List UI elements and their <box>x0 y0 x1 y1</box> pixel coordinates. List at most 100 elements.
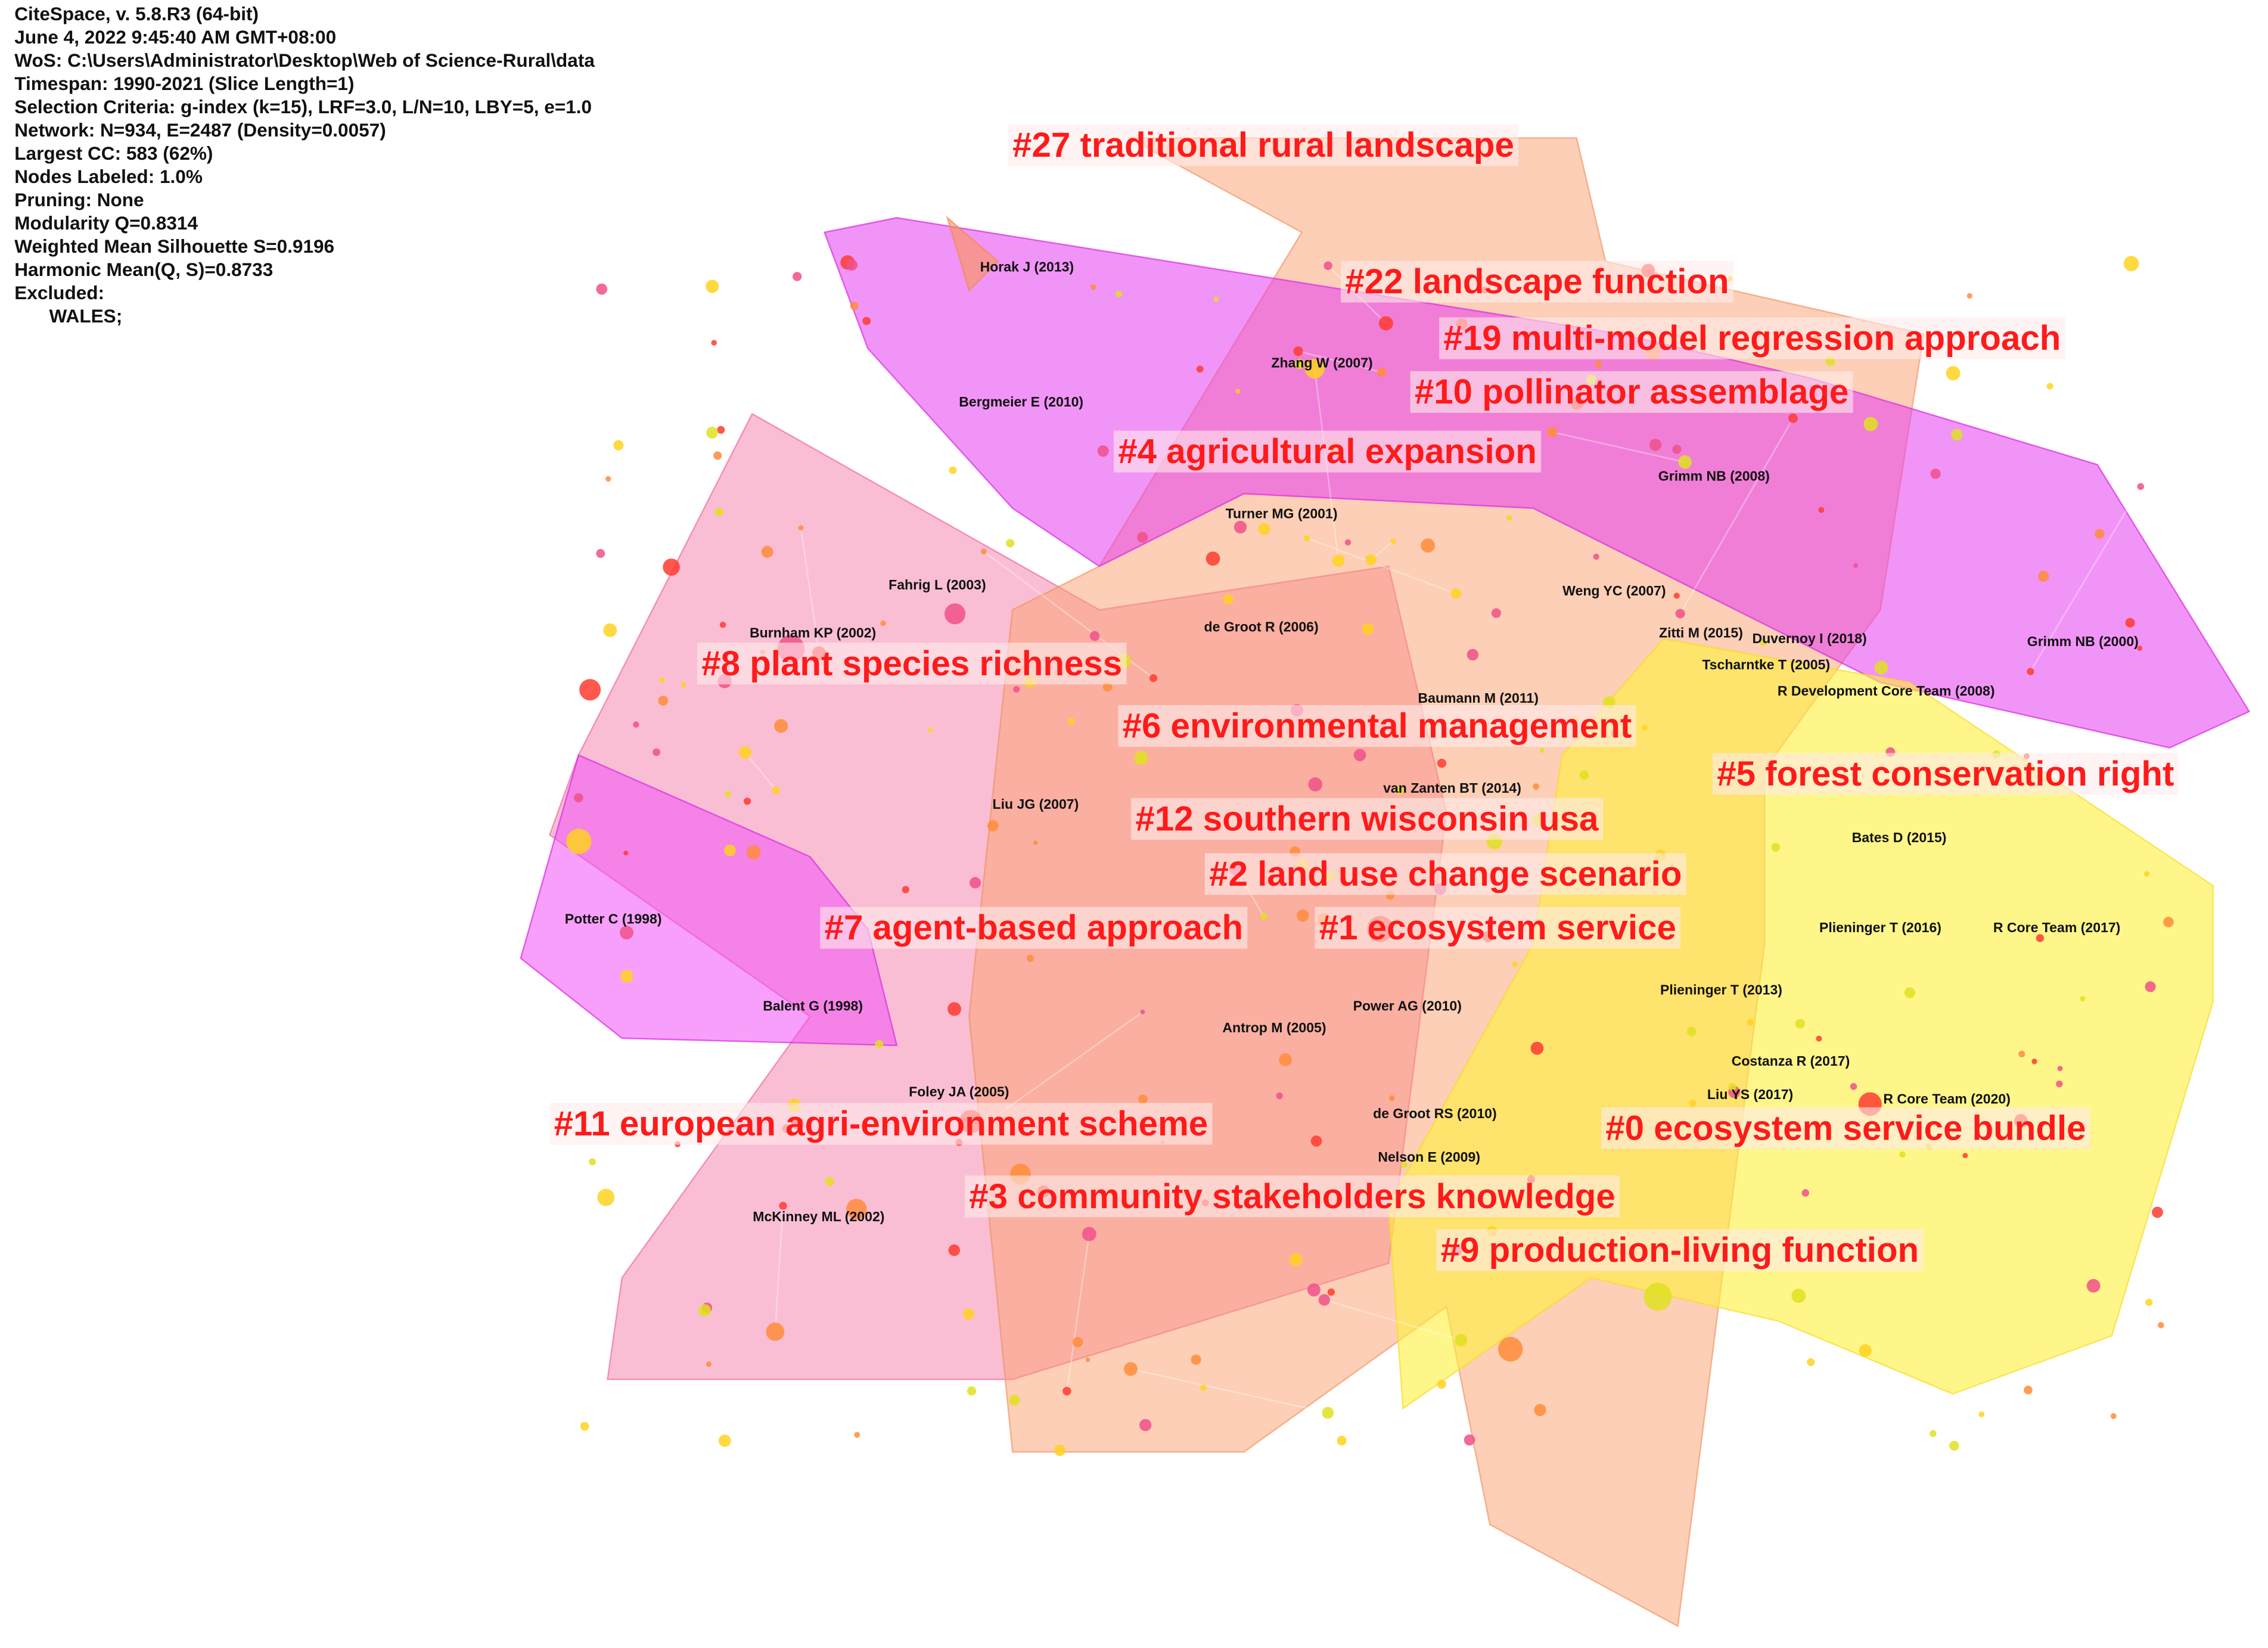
node-dot <box>793 272 802 281</box>
node-dot <box>1978 1411 1985 1417</box>
info-line: WALES; <box>49 305 123 327</box>
node-dot <box>1134 751 1148 765</box>
node-dot <box>1807 1358 1815 1366</box>
node-dot <box>1728 1083 1736 1091</box>
node-dot <box>1904 987 1915 998</box>
node-dot <box>1760 638 1767 646</box>
node-dot <box>1678 455 1692 469</box>
node-dot <box>963 1308 974 1320</box>
cluster-label-bg <box>1008 124 1519 166</box>
node-dot <box>1258 523 1270 535</box>
cluster-label: #3 community stakeholders knowledge <box>969 1177 1615 1216</box>
node-dot <box>1289 1253 1303 1267</box>
node-dot <box>970 877 981 889</box>
node-dot <box>1213 297 1219 302</box>
cluster-label: #10 pollinator assemblage <box>1415 373 1848 411</box>
cluster-label-bg <box>1712 753 2179 795</box>
node-dot <box>1437 1379 1447 1389</box>
node-dot <box>706 426 718 439</box>
node-label: R Core Team (2020) <box>1883 1091 2011 1106</box>
cluster-label: #6 environmental management <box>1123 706 1632 745</box>
node-dot <box>2024 1385 2033 1395</box>
node-dot <box>1337 1436 1347 1446</box>
cluster-label-bg <box>1131 797 1604 840</box>
node-dot <box>798 525 804 531</box>
node-dot <box>1322 1407 1334 1419</box>
node-label: Bates D (2015) <box>1852 830 1947 845</box>
node-dot <box>945 603 966 625</box>
node-dot <box>596 549 605 558</box>
node-label: Grimm NB (2000) <box>2027 634 2139 649</box>
node-dot <box>2145 981 2156 992</box>
cluster-label-bg <box>1114 430 1542 473</box>
node-dot <box>1395 786 1404 794</box>
node-dot <box>2027 668 2034 675</box>
node-dot <box>725 790 732 797</box>
cluster-label-bg <box>1436 1229 1924 1271</box>
node-dot <box>681 682 686 688</box>
link <box>1130 1368 1328 1414</box>
link <box>1066 1234 1090 1392</box>
node-dot <box>747 845 761 859</box>
link <box>2030 486 2142 672</box>
node-dot <box>706 1361 712 1367</box>
node-dot <box>1389 1095 1395 1101</box>
node-dot <box>1788 413 1798 423</box>
node-dot <box>1138 1094 1148 1104</box>
info-line: Network: N=934, E=2487 (Density=0.0057) <box>14 119 386 141</box>
node-dot <box>1850 1083 1857 1090</box>
node-dot <box>1116 290 1123 297</box>
node-dot <box>2046 383 2053 390</box>
node-dot <box>1579 770 1589 780</box>
node-dot <box>1196 365 1204 373</box>
node-dot <box>1795 1019 1806 1029</box>
node-dot <box>1362 623 1374 635</box>
nodes <box>566 255 2174 1457</box>
node-dot <box>574 793 583 803</box>
node-dot <box>1498 1336 1523 1362</box>
node-dot <box>2152 1206 2163 1218</box>
info-line: June 4, 2022 9:45:40 AM GMT+08:00 <box>14 26 336 48</box>
node-dot <box>653 748 661 756</box>
node-label: Balent G (1998) <box>763 998 863 1014</box>
node-dot <box>1437 758 1447 768</box>
node-dot <box>620 926 633 940</box>
node-dot <box>603 623 617 637</box>
node-dot <box>902 886 909 893</box>
node-dot <box>1006 539 1015 548</box>
node-dot <box>1009 1395 1020 1406</box>
node-dot <box>1966 293 1972 299</box>
node-dot <box>1534 1404 1546 1416</box>
node-dot <box>1946 366 1961 381</box>
node-label: Zhang W (2007) <box>1271 355 1372 370</box>
node-dot <box>1234 520 1247 534</box>
node-label: Grimm NB (2008) <box>1658 468 1770 483</box>
node-dot <box>1506 514 1512 521</box>
node-dot <box>1139 1419 1152 1432</box>
node-dot <box>2037 570 2049 582</box>
info-line: Modularity Q=0.8314 <box>14 212 198 234</box>
node-dot <box>620 969 633 983</box>
node-dot <box>596 283 608 295</box>
node-dot <box>2057 1066 2063 1072</box>
node-label: Burnham KP (2002) <box>750 625 876 640</box>
node-dot <box>1450 588 1461 599</box>
node-dot <box>1686 1026 1697 1036</box>
cluster-label: #11 european agri-environment scheme <box>554 1104 1208 1143</box>
node-dot <box>714 507 724 517</box>
cluster-label: #19 multi-model regression approach <box>1443 319 2061 358</box>
node-dot <box>1323 261 1332 271</box>
node-dot <box>717 426 725 434</box>
cluster-label: #0 ecosystem service bundle <box>1605 1109 2086 1147</box>
node-dot <box>1033 840 1038 845</box>
node-dot <box>1137 532 1148 543</box>
node-dot <box>1899 1151 1906 1158</box>
node-dot <box>580 1422 589 1431</box>
cluster-label: #5 forest conservation right <box>1717 755 2174 793</box>
node-dot <box>718 1434 731 1447</box>
node-dot <box>2086 1278 2101 1293</box>
node-label: Liu YS (2017) <box>1707 1087 1793 1102</box>
node-dot <box>1082 1227 1096 1242</box>
node-dot <box>1791 1288 1806 1303</box>
node-dot <box>1863 417 1878 432</box>
